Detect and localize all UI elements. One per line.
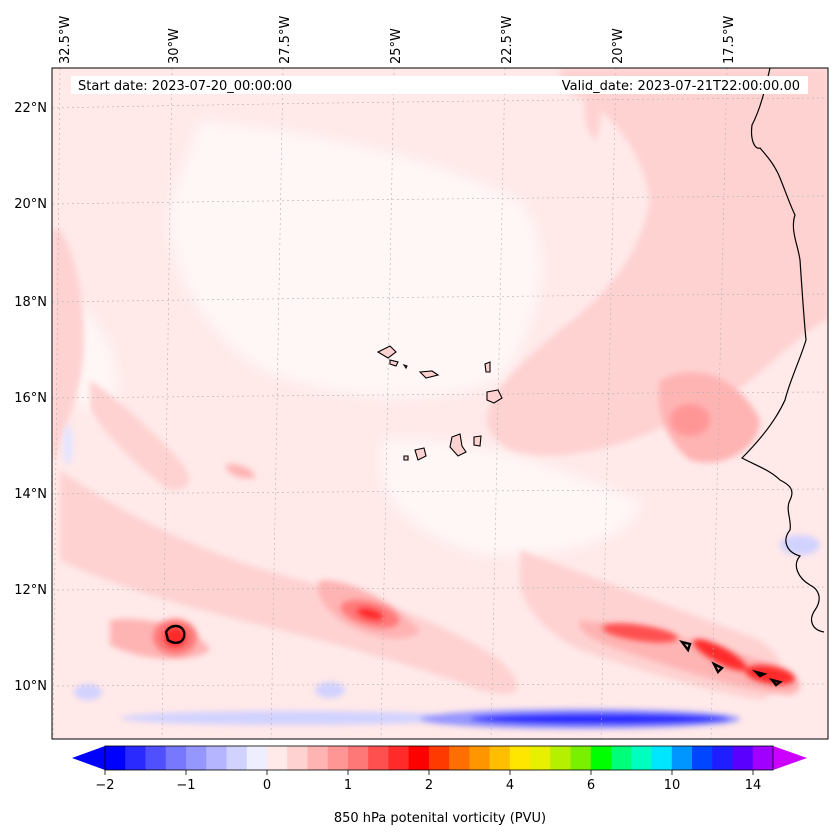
colorbar-bin <box>145 746 167 770</box>
pv-pale-regions <box>60 120 640 556</box>
colorbar-tick-label: 1 <box>344 778 352 793</box>
info-bar <box>71 76 808 94</box>
lat-label: 20°N <box>14 197 47 212</box>
colorbar-bin <box>307 746 329 770</box>
colorbar-bin <box>185 746 207 770</box>
lat-label: 22°N <box>14 101 47 116</box>
colorbar-bin <box>327 746 349 770</box>
colorbar-bin <box>712 746 734 770</box>
colorbar-extend-max <box>773 746 807 770</box>
colorbar-tick-label: 2 <box>425 778 433 793</box>
latitude-labels: 22°N 20°N 18°N 16°N 14°N 12°N 10°N <box>14 101 47 694</box>
colorbar-ticks: −2 −1 0 1 2 4 6 10 14 <box>95 770 761 793</box>
colorbar-bin <box>651 746 673 770</box>
colorbar-bin <box>550 746 572 770</box>
colorbar-bin <box>692 746 713 770</box>
colorbar-bin <box>449 746 470 770</box>
map-frame <box>51 67 829 740</box>
graticule <box>52 68 828 739</box>
cape-verde-islands <box>376 345 503 461</box>
lon-label: 20°W <box>611 28 626 64</box>
colorbar-bin <box>590 746 612 770</box>
map-panel: Start date: 2023-07-20_00:00:00 Valid_da… <box>52 68 828 739</box>
colorbar-tick-label: 0 <box>263 778 271 793</box>
colorbar-bin <box>570 746 592 770</box>
colorbar-bin <box>347 746 369 770</box>
colorbar-bin <box>469 746 491 770</box>
colorbar-bin <box>631 746 653 770</box>
valid-date-label: Valid_date: 2023-07-21T22:00:00.00 <box>562 79 800 94</box>
colorbar-extend-min <box>72 746 105 770</box>
colorbar-bin <box>509 746 531 770</box>
colorbar-bin <box>671 746 693 770</box>
lon-label: 32.5°W <box>58 16 73 64</box>
colorbar-bin <box>368 746 389 770</box>
colorbar-bin <box>388 746 410 770</box>
colorbar-tick-label: 6 <box>587 778 595 793</box>
colorbar-bins <box>105 746 774 770</box>
colorbar-tick-label: 14 <box>745 778 762 793</box>
colorbar-bin <box>428 746 450 770</box>
colorbar-bin <box>246 746 268 770</box>
africa-coastline <box>741 68 825 633</box>
colorbar-bin <box>752 746 774 770</box>
lat-label: 10°N <box>14 679 47 694</box>
colorbar-bin <box>165 746 187 770</box>
colorbar-bin <box>732 746 754 770</box>
lon-label: 22.5°W <box>500 16 515 64</box>
colorbar-bin <box>125 746 147 770</box>
colorbar-bin <box>489 746 511 770</box>
colorbar-bin <box>226 746 248 770</box>
lon-label: 27.5°W <box>278 16 293 64</box>
colorbar-bin <box>206 746 228 770</box>
colorbar-tick-label: −1 <box>176 778 195 793</box>
pv-high-contours <box>164 624 783 687</box>
colorbar-tick-label: 4 <box>506 778 514 793</box>
colorbar-bin <box>611 746 632 770</box>
longitude-labels: 32.5°W 30°W 27.5°W 25°W 22.5°W 20°W 17.5… <box>58 16 737 64</box>
lon-label: 17.5°W <box>722 16 737 64</box>
lon-label: 30°W <box>167 28 182 64</box>
colorbar-bin <box>287 746 309 770</box>
colorbar: −2 −1 0 1 2 4 6 10 14 850 hPa potenital vorticit… <box>72 745 807 826</box>
lat-label: 16°N <box>14 391 47 406</box>
start-date-label: Start date: 2023-07-20_00:00:00 <box>78 79 292 94</box>
colorbar-bin <box>266 746 288 770</box>
colorbar-bin <box>408 746 430 770</box>
colorbar-tick-label: −2 <box>95 778 114 793</box>
lon-label: 25°W <box>389 28 404 64</box>
colorbar-outline <box>104 745 774 771</box>
colorbar-bin <box>530 746 551 770</box>
lat-label: 14°N <box>14 487 47 502</box>
colorbar-tick-label: 10 <box>664 778 681 793</box>
colorbar-label: 850 hPa potenital vorticity (PVU) <box>334 811 546 826</box>
pv-negative-features <box>63 425 820 729</box>
colorbar-bin <box>105 746 126 770</box>
lat-label: 12°N <box>14 583 47 598</box>
lat-label: 18°N <box>14 295 47 310</box>
